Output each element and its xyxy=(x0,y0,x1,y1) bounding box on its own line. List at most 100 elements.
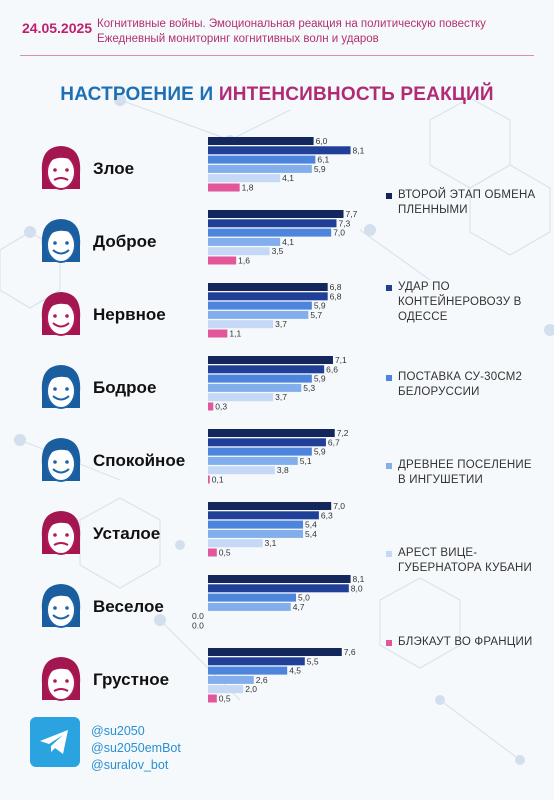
bar xyxy=(208,247,270,256)
bar-value-label: 3,8 xyxy=(277,465,289,475)
handle-link[interactable]: @su2050emBot xyxy=(91,741,181,755)
angry-face-icon xyxy=(38,143,84,197)
bar-value-label: 4,7 xyxy=(293,602,305,612)
bar xyxy=(208,383,302,392)
category-label: Злое xyxy=(93,159,135,178)
bar-value-label: 3,7 xyxy=(275,392,287,402)
report-date: 24.05.2025 xyxy=(22,20,93,36)
bar xyxy=(208,283,328,291)
bar-value-label: 2,0 xyxy=(245,684,257,694)
bar xyxy=(208,447,312,456)
bar-value-label: 7,2 xyxy=(337,428,349,438)
bar xyxy=(208,456,298,465)
bar-value-label: 8,1 xyxy=(353,574,365,584)
bar-value-label: 1,1 xyxy=(229,329,241,339)
bar-value-label: 0,5 xyxy=(219,548,231,558)
bar xyxy=(208,402,214,411)
legend-swatch xyxy=(386,285,392,291)
bar xyxy=(208,292,328,301)
social-handles: @su2050 @su2050emBot @suralov_bot xyxy=(91,723,181,774)
chart-title: НАСТРОЕНИЕ И ИНТЕНСИВНОСТЬ РЕАКЦИЙ xyxy=(0,84,554,106)
bar-value-label: 5,9 xyxy=(314,164,326,174)
bar-value-label: 0,1 xyxy=(212,475,224,485)
bar xyxy=(208,648,342,656)
bar-value-label: 0.0 xyxy=(192,611,204,621)
bar xyxy=(208,466,275,475)
bar xyxy=(208,429,335,437)
sad-face-icon xyxy=(38,654,84,708)
bar-value-label: 7,1 xyxy=(335,355,347,365)
bar xyxy=(208,329,228,338)
bar-value-label: 6,8 xyxy=(330,291,342,301)
bar-value-label: 4,1 xyxy=(282,173,294,183)
bar-value-label: 0,5 xyxy=(219,694,231,704)
bar xyxy=(208,539,263,548)
happy-face-icon xyxy=(38,216,84,270)
legend-label: АРЕСТ ВИЦЕ-ГУБЕРНАТОРА КУБАНИ xyxy=(398,547,532,574)
bar xyxy=(208,256,237,265)
bar-value-label: 7,0 xyxy=(333,501,345,511)
bar xyxy=(208,657,305,666)
handle-link[interactable]: @su2050 xyxy=(91,724,145,738)
bar xyxy=(208,310,309,319)
bar-value-label: 5,1 xyxy=(300,456,312,466)
joyful-face-icon xyxy=(38,581,84,635)
legend-label: БЛЭКАУТ ВО ФРАНЦИИ xyxy=(398,636,533,648)
bar xyxy=(208,593,296,602)
bar-value-label: 5,3 xyxy=(303,383,315,393)
bar-value-label: 8,1 xyxy=(353,145,365,155)
bar-value-label: 7,3 xyxy=(338,218,350,228)
header-subtitle: Когнитивные войны. Эмоциональная реакция… xyxy=(97,17,486,47)
bar-value-label: 6,3 xyxy=(321,510,333,520)
chart-title-part-1: НАСТРОЕНИЕ И xyxy=(60,84,219,105)
bar xyxy=(208,475,210,484)
legend-label: ВТОРОЙ ЭТАП ОБМЕНА ПЛЕННЫМИ xyxy=(398,189,536,216)
bar-value-label: 7,0 xyxy=(333,228,345,238)
bar-value-label: 4,1 xyxy=(282,237,294,247)
bar-value-label: 8,0 xyxy=(351,583,363,593)
category-label: Веселое xyxy=(93,597,164,616)
bar-value-label: 6,0 xyxy=(316,136,328,146)
bar xyxy=(208,228,332,237)
legend-swatch xyxy=(386,551,392,557)
legend-swatch xyxy=(386,193,392,199)
bar xyxy=(208,666,288,675)
tired-face-icon xyxy=(38,508,84,562)
telegram-icon[interactable] xyxy=(30,717,80,767)
category-label: Бодрое xyxy=(93,378,157,397)
category-label: Усталое xyxy=(93,524,161,543)
bar-value-label: 1,8 xyxy=(242,183,254,193)
bar xyxy=(208,438,326,447)
bar-value-label: 5,9 xyxy=(314,447,326,457)
header-line-2: Ежедневный мониторинг когнитивных волн и… xyxy=(97,33,379,45)
legend-label: УДАР ПО КОНТЕЙНЕРОВОЗУ В ОДЕССЕ xyxy=(398,281,522,323)
bar xyxy=(208,393,274,402)
bar xyxy=(208,694,217,703)
bar-value-label: 0,3 xyxy=(215,402,227,412)
bar xyxy=(208,320,274,329)
bar xyxy=(208,146,351,155)
handle-link[interactable]: @suralov_bot xyxy=(91,758,169,772)
legend-swatch xyxy=(386,463,392,469)
bar xyxy=(208,219,337,228)
cheerful-face-icon xyxy=(38,362,84,416)
bar-value-label: 5,4 xyxy=(305,529,317,539)
bar-value-label: 5,4 xyxy=(305,520,317,530)
bar xyxy=(208,137,314,145)
legend-swatch xyxy=(386,640,392,646)
bar xyxy=(208,183,240,192)
bar-value-label: 6,8 xyxy=(330,282,342,292)
chart-title-part-2: ИНТЕНСИВНОСТЬ РЕАКЦИЙ xyxy=(218,84,494,105)
nervous-face-icon xyxy=(38,289,84,343)
bar xyxy=(208,602,291,611)
bar-value-label: 3,5 xyxy=(272,246,284,256)
bar xyxy=(208,575,351,583)
bar-value-label: 2,6 xyxy=(256,675,268,685)
category-label: Нервное xyxy=(93,305,166,324)
bar xyxy=(208,237,281,246)
bar xyxy=(208,155,316,164)
bar-value-label: 6,7 xyxy=(328,437,340,447)
legend-swatch xyxy=(386,375,392,381)
bar-value-label: 3,7 xyxy=(275,319,287,329)
